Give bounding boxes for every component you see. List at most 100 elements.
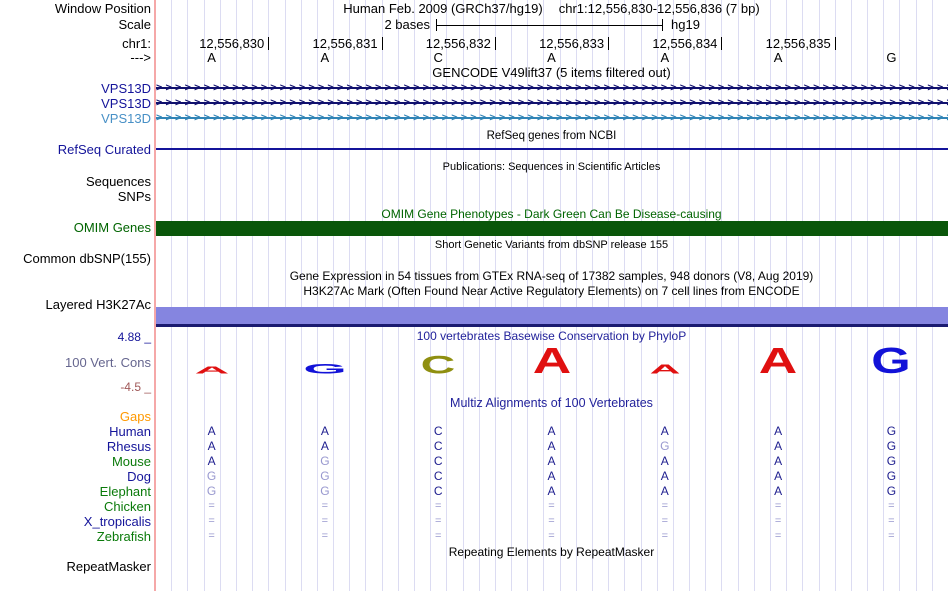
track-title-gencode[interactable]: GENCODE V49lift37 (5 items filtered out) bbox=[432, 65, 671, 80]
species-label-x_tropicalis[interactable]: X_tropicalis bbox=[83, 514, 151, 529]
alignment-cell: G bbox=[886, 469, 897, 483]
alignment-cell: C bbox=[433, 484, 443, 498]
species-label-elephant[interactable]: Elephant bbox=[99, 484, 151, 499]
gridline bbox=[252, 0, 254, 591]
species-label-zebrafish[interactable]: Zebrafish bbox=[96, 529, 151, 544]
transcript-line bbox=[156, 102, 948, 104]
omim-gene-bar[interactable] bbox=[156, 221, 948, 236]
transcript-row[interactable]: >>>>>>>>>>>>>>>>>>>>>>>>>>>>>>>>>>>>>>>>… bbox=[156, 112, 948, 124]
alignment-cell: A bbox=[774, 439, 783, 453]
gridline bbox=[511, 0, 512, 591]
alignment-cell: = bbox=[774, 515, 782, 527]
alignment-cell: G bbox=[206, 484, 217, 498]
gridline bbox=[333, 0, 334, 591]
conservation-logo-letter: G bbox=[303, 360, 347, 377]
alignment-cell: = bbox=[208, 515, 215, 527]
transcript-line bbox=[156, 117, 948, 119]
alignment-cell: = bbox=[548, 500, 555, 512]
chromosome-label: chr1: bbox=[122, 36, 151, 51]
alignment-cell: = bbox=[208, 500, 215, 512]
track-title-repeatmasker[interactable]: Repeating Elements by RepeatMasker bbox=[448, 545, 655, 559]
assembly-text: Human Feb. 2009 (GRCh37/hg19) bbox=[343, 1, 543, 16]
window-position-label: Window Position bbox=[54, 1, 151, 16]
alignment-cell: G bbox=[886, 454, 897, 468]
gridline bbox=[446, 0, 448, 591]
alignment-cell: = bbox=[208, 530, 215, 542]
gridline bbox=[203, 0, 205, 591]
track-label-sequences[interactable]: Sequences bbox=[85, 174, 151, 189]
position-range-text: chr1:12,556,830-12,556,836 (7 bp) bbox=[558, 1, 760, 16]
refseq-gene-line[interactable] bbox=[156, 148, 948, 150]
gridline bbox=[850, 0, 852, 591]
alignment-cell: = bbox=[434, 530, 442, 542]
gridline bbox=[592, 0, 593, 591]
track-title-omim[interactable]: OMIM Gene Phenotypes - Dark Green Can Be… bbox=[381, 207, 722, 221]
species-label-human[interactable]: Human bbox=[109, 424, 151, 439]
alignment-cell: = bbox=[661, 515, 669, 527]
alignment-cell: A bbox=[547, 439, 556, 453]
h3k27ac-signal-bar[interactable] bbox=[156, 307, 948, 327]
transcript-row[interactable]: >>>>>>>>>>>>>>>>>>>>>>>>>>>>>>>>>>>>>>>>… bbox=[156, 82, 948, 94]
track-label-gaps[interactable]: Gaps bbox=[119, 409, 151, 424]
track-label-vps13d[interactable]: VPS13D bbox=[101, 110, 151, 126]
scale-value-text: 2 bases bbox=[384, 17, 430, 32]
track-title-publications[interactable]: Publications: Sequences in Scientific Ar… bbox=[442, 161, 661, 173]
track-label-omim-genes[interactable]: OMIM Genes bbox=[73, 220, 151, 235]
gridline bbox=[672, 0, 674, 591]
alignment-cell: G bbox=[320, 484, 330, 498]
alignment-cell: A bbox=[320, 424, 329, 438]
track-title-multiz[interactable]: Multiz Alignments of 100 Vertebrates bbox=[450, 396, 653, 410]
alignment-cell: A bbox=[660, 469, 669, 483]
gridline bbox=[834, 0, 836, 591]
gridline bbox=[494, 0, 496, 591]
alignment-cell: A bbox=[547, 424, 556, 438]
gridline bbox=[705, 0, 707, 591]
track-title-h3k27ac[interactable]: H3K27Ac Mark (Often Found Near Active Re… bbox=[303, 284, 800, 298]
species-label-mouse[interactable]: Mouse bbox=[111, 454, 151, 469]
track-label-snps[interactable]: SNPs bbox=[117, 189, 151, 204]
track-label-layered-h3k27ac[interactable]: Layered H3K27Ac bbox=[45, 297, 151, 312]
alignment-cell: A bbox=[660, 454, 669, 468]
base-letter: A bbox=[207, 50, 216, 65]
transcript-direction-arrows: >>>>>>>>>>>>>>>>>>>>>>>>>>>>>>>>>>>>>>>>… bbox=[156, 82, 948, 94]
track-title-phylop[interactable]: 100 vertebrates Basewise Conservation by… bbox=[416, 329, 687, 343]
transcript-row[interactable]: >>>>>>>>>>>>>>>>>>>>>>>>>>>>>>>>>>>>>>>>… bbox=[156, 97, 948, 109]
track-label-common-dbsnp[interactable]: Common dbSNP(155) bbox=[23, 251, 151, 266]
transcript-direction-arrows: >>>>>>>>>>>>>>>>>>>>>>>>>>>>>>>>>>>>>>>>… bbox=[156, 97, 948, 109]
species-label-dog[interactable]: Dog bbox=[127, 469, 151, 484]
gridline bbox=[219, 0, 221, 591]
track-title-gtex[interactable]: Gene Expression in 54 tissues from GTEx … bbox=[289, 269, 814, 283]
gridline bbox=[349, 0, 351, 591]
track-title-refseq[interactable]: RefSeq genes from NCBI bbox=[486, 130, 617, 142]
track-label-refseq-curated[interactable]: RefSeq Curated bbox=[57, 142, 151, 157]
ruler-tick bbox=[721, 37, 723, 50]
transcript-line bbox=[156, 87, 948, 89]
base-letter: A bbox=[773, 50, 783, 65]
species-label-chicken[interactable]: Chicken bbox=[104, 499, 151, 514]
track-label-100-vert-cons[interactable]: 100 Vert. Cons bbox=[65, 355, 151, 370]
gridline bbox=[753, 0, 755, 591]
gridline bbox=[608, 0, 610, 591]
gridline bbox=[640, 0, 642, 591]
alignment-cell: = bbox=[321, 530, 329, 542]
conservation-logo-letter: A bbox=[649, 362, 681, 377]
ruler-position-label: 12,556,832 bbox=[425, 36, 491, 51]
ruler-position-label: 12,556,830 bbox=[199, 36, 265, 51]
species-label-rhesus[interactable]: Rhesus bbox=[106, 439, 151, 454]
gridline bbox=[171, 0, 173, 591]
alignment-cell: = bbox=[321, 500, 329, 512]
conservation-min-value: -4.5 _ bbox=[120, 380, 151, 394]
strand-arrow-label: ---> bbox=[130, 50, 151, 65]
conservation-logo-letter: G bbox=[871, 340, 912, 381]
track-title-dbsnp[interactable]: Short Genetic Variants from dbSNP releas… bbox=[434, 239, 669, 251]
alignment-cell: A bbox=[320, 439, 329, 453]
alignment-cell: = bbox=[888, 515, 895, 527]
scale-bar bbox=[436, 25, 663, 26]
track-label-vps13d[interactable]: VPS13D bbox=[101, 95, 151, 111]
track-label-vps13d[interactable]: VPS13D bbox=[101, 80, 151, 96]
gridline bbox=[721, 0, 723, 591]
alignment-cell: C bbox=[433, 439, 443, 453]
conservation-logo-letter: A bbox=[194, 364, 229, 376]
track-label-repeatmasker[interactable]: RepeatMasker bbox=[66, 559, 151, 574]
